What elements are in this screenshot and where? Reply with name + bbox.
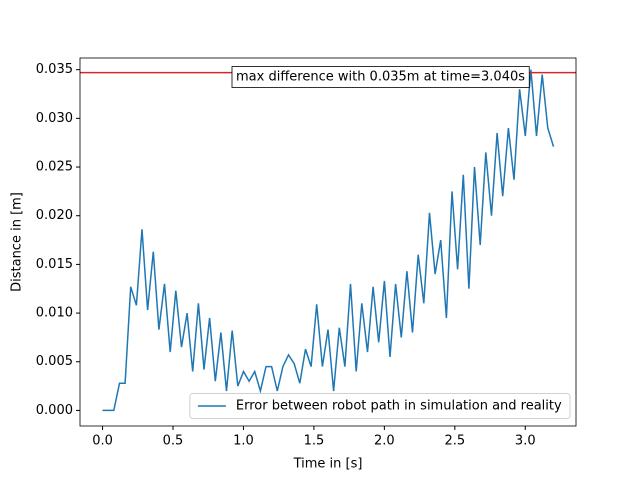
legend: Error between robot path in simulation a… bbox=[189, 393, 571, 419]
y-tick-label: 0.020 bbox=[36, 208, 73, 223]
y-axis-label: Distance in [m] bbox=[10, 192, 25, 292]
x-tick-label: 3.0 bbox=[515, 434, 536, 449]
y-tick-label: 0.000 bbox=[36, 403, 73, 418]
annotation: max difference with 0.035m at time=3.040… bbox=[236, 70, 525, 85]
x-tick-label: 1.5 bbox=[304, 434, 325, 449]
data-line bbox=[102, 69, 555, 412]
plot-frame bbox=[79, 57, 577, 427]
x-axis-label: Time in [s] bbox=[293, 457, 363, 472]
x-tick-label: 1.0 bbox=[233, 434, 254, 449]
legend-label: Error between robot path in simulation a… bbox=[236, 399, 562, 414]
y-tick-label: 0.015 bbox=[36, 257, 73, 272]
y-tick-label: 0.005 bbox=[36, 354, 73, 369]
annotation-frame bbox=[231, 66, 530, 88]
x-tick-label: 0.0 bbox=[92, 434, 113, 449]
x-tick-label: 2.5 bbox=[444, 434, 465, 449]
annotation-box: max difference with 0.035m at time=3.040… bbox=[231, 66, 530, 88]
y-tick-label: 0.030 bbox=[36, 111, 73, 126]
x-tick-label: 0.5 bbox=[163, 434, 184, 449]
x-tick-label: 2.0 bbox=[374, 434, 395, 449]
legend-frame bbox=[189, 393, 571, 419]
y-tick-label: 0.035 bbox=[36, 62, 73, 77]
y-tick-label: 0.025 bbox=[36, 160, 73, 175]
y-tick-label: 0.010 bbox=[36, 306, 73, 321]
